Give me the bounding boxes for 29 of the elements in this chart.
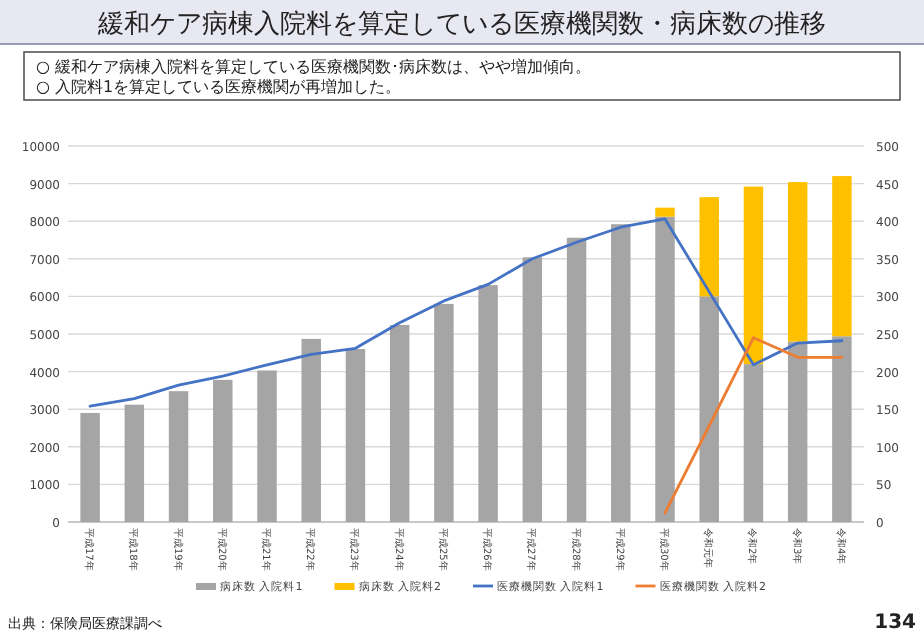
bar [80,412,100,522]
bar [213,379,233,522]
bar [301,338,321,522]
text: ○ 緩和ケア病棟入院料を算定している医療機関数･病床数は、やや増加傾向。 [36,58,592,76]
bar [743,364,764,522]
bar [478,285,498,522]
bar [787,341,808,522]
bar [168,391,189,522]
bar [124,404,145,522]
bar [434,303,454,522]
bar [743,186,764,365]
line-series [88,217,844,408]
line-series [663,336,844,515]
bar [699,197,719,297]
bar [655,216,675,522]
bar [611,224,631,522]
bar [389,324,410,522]
bar [257,370,277,522]
bar [655,207,675,217]
bar [522,257,543,522]
text: ○ 入院料1を算定している医療機関が再増加した。 [36,78,402,96]
bar [832,176,852,337]
chart-title: 緩和ケア病棟入院料を算定している医療機関数・病床数の推移 [96,10,826,40]
bar [787,182,808,342]
bar [345,349,366,522]
text: 134 [874,612,917,634]
bar [832,336,852,522]
bar [566,237,587,522]
bar [699,296,719,522]
